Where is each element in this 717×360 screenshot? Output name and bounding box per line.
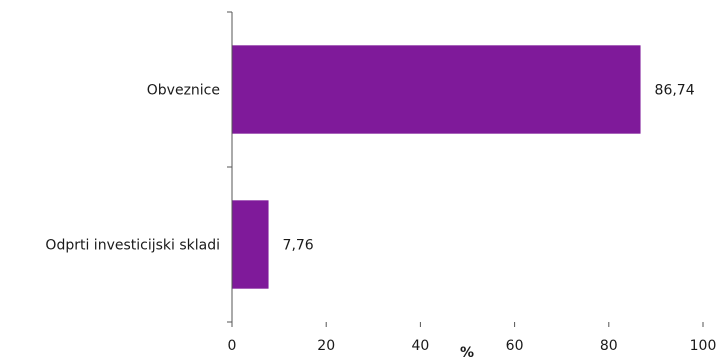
- data-label: 86,74: [655, 83, 695, 99]
- x-tick-label: 0: [228, 338, 237, 354]
- x-tick-label: 80: [600, 338, 618, 354]
- bars-group: [232, 45, 641, 289]
- axes-group: [227, 11, 704, 327]
- bar: [232, 45, 641, 134]
- x-tick-label: 20: [317, 338, 335, 354]
- labels-group: 0 20 40 60 80 100 Obveznice 86,74 Odprti investi…: [45, 83, 716, 360]
- x-tick-label: 60: [506, 338, 524, 354]
- x-tick-label: 100: [690, 338, 717, 354]
- category-label: Odprti investicijski skladi: [45, 238, 220, 254]
- bar: [232, 200, 269, 289]
- category-label: Obveznice: [147, 83, 220, 99]
- data-label: 7,76: [283, 238, 314, 254]
- x-tick-label: 40: [411, 338, 429, 354]
- x-axis-title: %: [460, 345, 474, 360]
